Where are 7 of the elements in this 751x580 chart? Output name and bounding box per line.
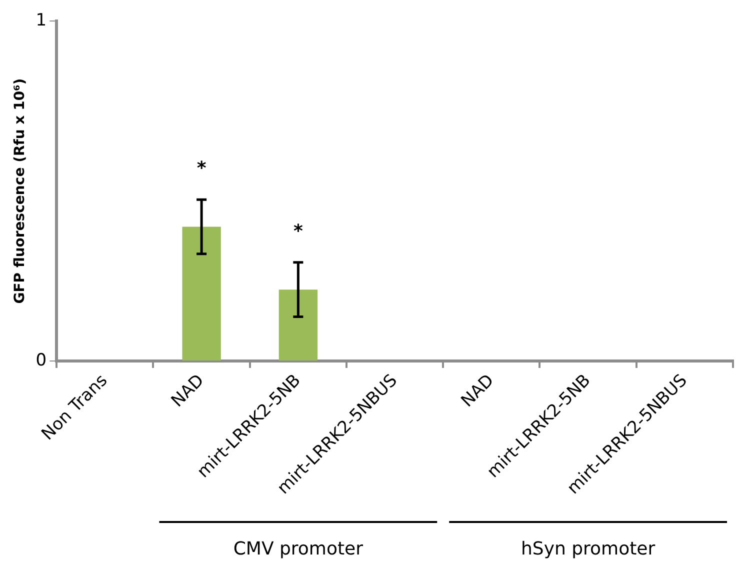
- text: CMV promoter: [233, 538, 364, 560]
- y-axis-title: GFP fluorescence (Rfu x 10⁶): [12, 78, 28, 304]
- annotation: *: [196, 158, 207, 180]
- text: hSyn promoter: [520, 538, 656, 560]
- y-tick-label: 0: [36, 350, 47, 370]
- y-tick-label: 1: [36, 10, 47, 31]
- annotation: *: [293, 221, 304, 242]
